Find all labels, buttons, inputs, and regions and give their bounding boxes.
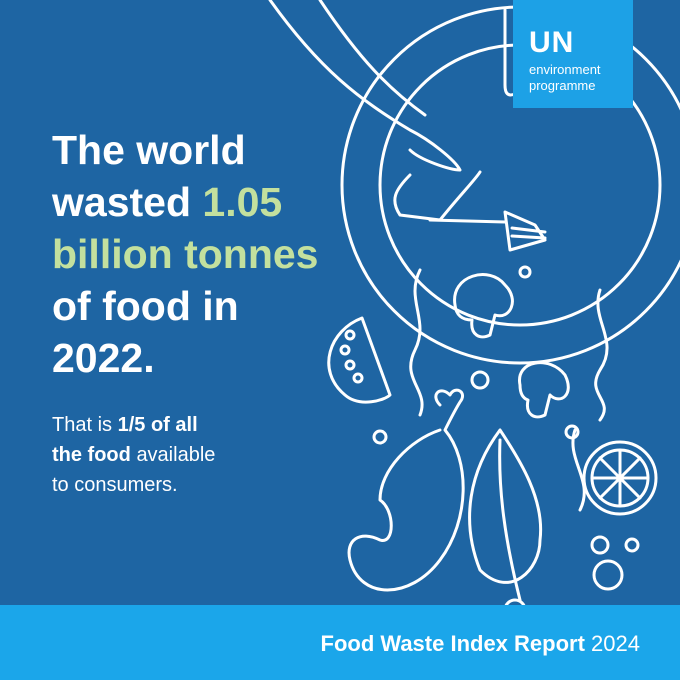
logo-line: programme — [529, 78, 596, 93]
subtext: That is 1/5 of all the food available to… — [52, 410, 215, 500]
footer-text: Food Waste Index Report 2024 — [321, 631, 641, 657]
report-year: 2024 — [591, 631, 640, 656]
subtext-text: That is — [52, 414, 113, 436]
logo-acronym: UN — [529, 26, 575, 59]
logo-line: environment — [529, 62, 601, 77]
headline-text: wasted — [52, 179, 191, 225]
headline: The world wasted 1.05 billion tonnes of … — [52, 124, 318, 384]
subtext-bold: the food — [52, 444, 131, 466]
report-title: Food Waste Index Report — [320, 631, 585, 656]
headline-line: 2022. — [52, 335, 155, 381]
subtext-line: the food available — [52, 440, 215, 470]
subtext-text: available — [136, 444, 216, 466]
subtext-line: to consumers. — [52, 474, 178, 496]
logo: UN environment programme — [513, 0, 633, 108]
headline-line: billion tonnes — [52, 231, 319, 277]
headline-line: of food in — [52, 283, 239, 329]
headline-line: wasted 1.05 — [52, 176, 318, 228]
headline-figure: 1.05 — [202, 179, 283, 225]
headline-line: The world — [52, 127, 246, 173]
illustration — [268, 0, 680, 605]
subtext-line: That is 1/5 of all — [52, 410, 215, 440]
footer: Food Waste Index Report 2024 — [0, 605, 680, 680]
subtext-bold: 1/5 of all — [117, 414, 198, 436]
